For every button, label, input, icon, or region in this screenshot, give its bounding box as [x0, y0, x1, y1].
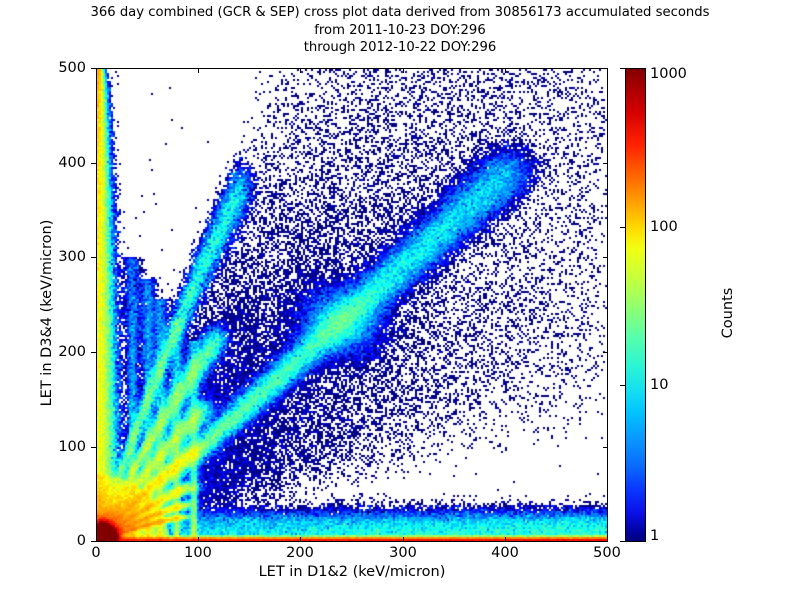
xtick-label-100: 100: [184, 545, 212, 561]
colorbar: [625, 68, 646, 542]
colorbar-label-1: 1: [650, 528, 660, 544]
colorbar-label-1000: 1000: [650, 66, 687, 82]
ytick-mark-100: [91, 447, 96, 448]
title-line-2: from 2011-10-23 DOY:296: [314, 22, 486, 38]
ytick-label-0: 0: [76, 533, 86, 549]
ytick-label-500: 500: [58, 60, 86, 76]
xtick-mark-top-100: [198, 68, 199, 73]
ytick-mark-400: [91, 163, 96, 164]
ytick-mark-right-400: [603, 163, 608, 164]
xtick-label-500: 500: [593, 545, 621, 561]
ytick-mark-200: [91, 352, 96, 353]
xtick-mark-top-500: [607, 68, 608, 73]
xtick-mark-top-200: [300, 68, 301, 73]
colorbar-tick-1: [620, 541, 625, 542]
x-axis-label: LET in D1&2 (keV/micron): [258, 564, 446, 580]
colorbar-title: Counts: [720, 287, 736, 339]
xtick-mark-top-300: [403, 68, 404, 73]
colorbar-tick-1000: [620, 68, 625, 69]
colorbar-label-10: 10: [650, 377, 669, 393]
xtick-mark-200: [300, 537, 301, 542]
xtick-mark-300: [403, 537, 404, 542]
colorbar-label-100: 100: [650, 219, 678, 235]
xtick-mark-400: [505, 537, 506, 542]
xtick-mark-top-0: [96, 68, 97, 73]
xtick-mark-100: [198, 537, 199, 542]
ytick-label-300: 300: [58, 249, 86, 265]
y-axis-label: LET in D3&4 (keV/micron): [39, 219, 55, 407]
title-line-1: 366 day combined (GCR & SEP) cross plot …: [90, 5, 710, 20]
plot-area: [96, 68, 608, 542]
xtick-label-400: 400: [491, 545, 519, 561]
density-heatmap: [97, 69, 607, 541]
xtick-label-200: 200: [286, 545, 314, 561]
ytick-mark-right-200: [603, 352, 608, 353]
colorbar-tick-10: [620, 385, 625, 386]
ytick-mark-right-300: [603, 257, 608, 258]
xtick-label-0: 0: [91, 545, 101, 561]
ytick-mark-right-500: [603, 68, 608, 69]
colorbar-tick-100: [620, 227, 625, 228]
title-line-3: through 2012-10-22 DOY:296: [303, 40, 497, 55]
ytick-mark-0: [91, 541, 96, 542]
xtick-mark-0: [96, 537, 97, 542]
xtick-mark-top-400: [505, 68, 506, 73]
ytick-label-200: 200: [58, 344, 86, 360]
xtick-label-300: 300: [389, 545, 417, 561]
ytick-mark-right-100: [603, 447, 608, 448]
ytick-mark-500: [91, 68, 96, 69]
ytick-mark-right-0: [603, 541, 608, 542]
ytick-mark-300: [91, 257, 96, 258]
colorbar-gradient: [626, 69, 645, 541]
xtick-mark-500: [607, 537, 608, 542]
figure-title: 366 day combined (GCR & SEP) cross plot …: [0, 4, 800, 57]
ytick-label-100: 100: [58, 439, 86, 455]
ytick-label-400: 400: [58, 155, 86, 171]
